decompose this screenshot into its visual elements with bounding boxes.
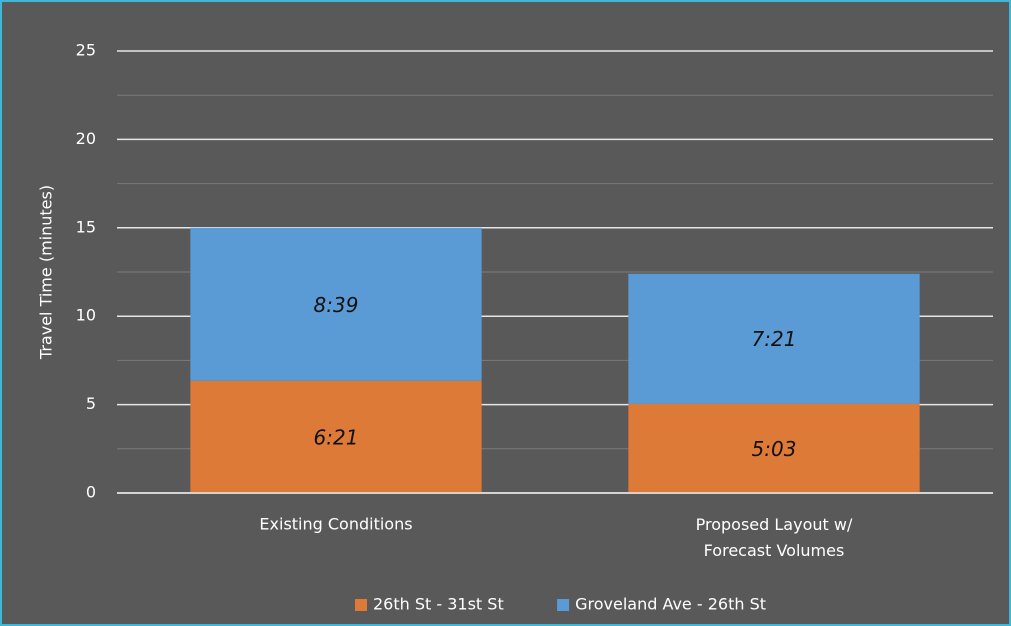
bar-segment xyxy=(190,380,482,493)
y-tick-label: 20 xyxy=(76,129,96,148)
value-label: 5:03 xyxy=(752,437,797,461)
value-label: 7:21 xyxy=(752,327,797,351)
legend-swatch xyxy=(355,599,367,611)
x-tick-label: Existing Conditions xyxy=(259,515,412,534)
value-label: 8:39 xyxy=(314,293,359,317)
y-tick-label: 15 xyxy=(76,217,96,236)
bar-segment xyxy=(190,227,482,381)
value-label: 6:21 xyxy=(314,425,359,449)
x-tick-label: Proposed Layout w/Forecast Volumes xyxy=(696,515,853,560)
y-tick-label: 25 xyxy=(76,41,96,60)
y-tick-label: 10 xyxy=(76,306,96,325)
legend-swatch xyxy=(557,599,570,611)
y-tick-label: 0 xyxy=(86,483,96,502)
y-axis-label: Travel Time (minutes) xyxy=(37,185,56,360)
bar-segment xyxy=(628,273,920,404)
legend-label: 26th St - 31st St xyxy=(373,595,504,614)
bar-segment xyxy=(628,403,920,493)
y-tick-label: 5 xyxy=(86,394,96,413)
legend-label: Groveland Ave - 26th St xyxy=(575,595,766,614)
